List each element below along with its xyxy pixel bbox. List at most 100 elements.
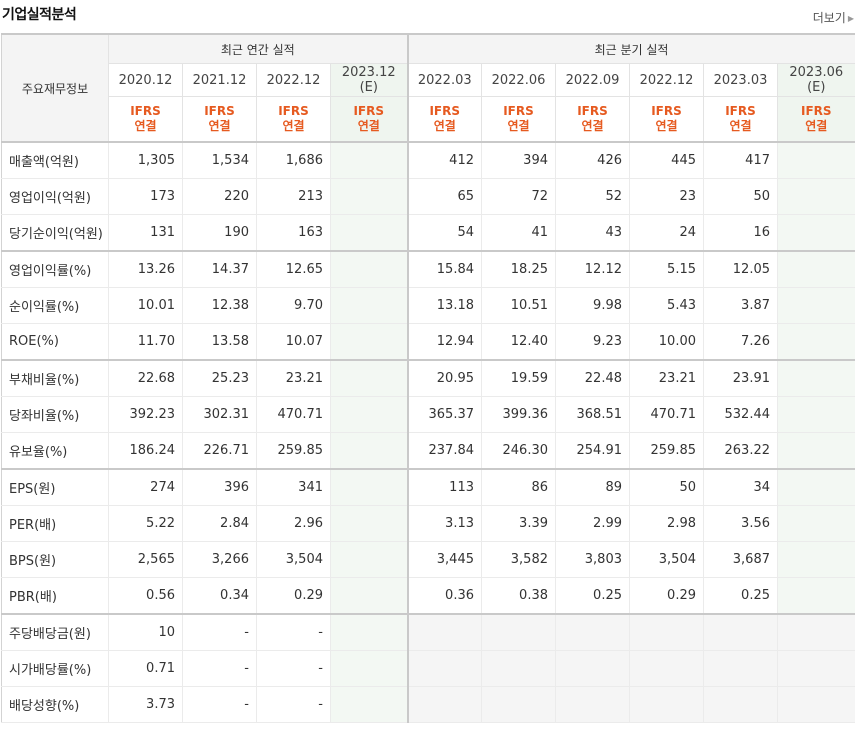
accounting-standard-header: IFRS 연결: [182, 96, 257, 143]
table-cell: 23.21: [629, 359, 704, 397]
table-cell: [776, 396, 855, 433]
table-cell: 5.22: [108, 505, 183, 542]
table-cell: 19.59: [481, 359, 556, 397]
table-cell: 0.29: [629, 577, 704, 615]
table-cell: [330, 505, 408, 542]
table-cell: 190: [182, 214, 257, 252]
table-cell: -: [256, 650, 331, 687]
table-cell: 10.51: [481, 287, 556, 324]
period-header: 2023.12 (E): [330, 63, 408, 97]
table-cell: [555, 686, 630, 723]
standard-label: IFRS: [801, 104, 832, 118]
table-cell: [776, 686, 855, 723]
period-header: 2023.06 (E): [776, 63, 855, 97]
table-cell: [703, 650, 778, 687]
table-cell: 426: [555, 141, 630, 179]
table-row: 배당성향(%) 3.73- -: [1, 686, 855, 723]
basis-label: 연결: [805, 119, 828, 133]
row-label: EPS(원): [1, 468, 109, 506]
table-cell: 0.25: [703, 577, 778, 615]
accounting-standard-header: IFRS 연결: [703, 96, 778, 143]
table-cell: 65: [406, 178, 482, 215]
table-cell: 1,305: [108, 141, 183, 179]
table-cell: 3,582: [481, 541, 556, 578]
row-label: PER(배): [1, 505, 109, 542]
table-cell: [776, 178, 855, 215]
table-cell: 25.23: [182, 359, 257, 397]
table-cell: 5.15: [629, 250, 704, 288]
table-cell: [776, 250, 855, 288]
table-cell: 3.56: [703, 505, 778, 542]
table-cell: 302.31: [182, 396, 257, 433]
period-header-row: 2020.12 2021.12 2022.12 2023.12 (E) 2022.03 20…: [2, 63, 855, 97]
table-cell: [776, 650, 855, 687]
table-cell: 3.73: [108, 686, 183, 723]
table-cell: [481, 650, 556, 687]
table-cell: [481, 686, 556, 723]
table-cell: 34: [703, 468, 778, 506]
table-cell: 15.84: [406, 250, 482, 288]
basis-label: 연결: [729, 119, 752, 133]
table-cell: [776, 214, 855, 252]
row-label: 유보율(%): [1, 432, 109, 470]
row-label: 주당배당금(원): [1, 613, 109, 651]
table-cell: 173: [108, 178, 183, 215]
financial-table: 주요재무정보 최근 연간 실적 최근 분기 실적 2020.12 2021.12 2022…: [1, 33, 855, 723]
accounting-standard-header: IFRS 연결: [256, 96, 331, 143]
standard-label: IFRS: [429, 104, 461, 118]
more-link[interactable]: 더보기 ▶: [813, 9, 854, 26]
row-label: 영업이익(억원): [1, 178, 109, 215]
table-cell: 12.05: [703, 250, 778, 288]
table-cell: 5.43: [629, 287, 704, 324]
standard-label: IFRS: [130, 104, 161, 118]
accounting-standard-header: IFRS 연결: [406, 96, 482, 143]
table-cell: 20.95: [406, 359, 482, 397]
table-cell: [776, 577, 855, 615]
period-label: 2022.12: [266, 72, 321, 88]
table-cell: 0.36: [406, 577, 482, 615]
table-row: 당좌비율(%) 392.23 302.31 470.71 365.37 399.36 368…: [1, 396, 855, 433]
standard-header-row: IFRS 연결 IFRS 연결 IFRS 연결 IFRS 연결 IFRS 연결 IFRS 연결 IFRS…: [2, 96, 855, 143]
table-cell: 213: [256, 178, 331, 215]
table-cell: 3,687: [703, 541, 778, 578]
period-label: 2023.12: [341, 65, 396, 80]
basis-label: 연결: [433, 119, 456, 133]
row-label: 영업이익률(%): [1, 250, 109, 288]
basis-label: 연결: [208, 119, 231, 133]
table-row: 시가배당률(%) 0.71- -: [1, 650, 855, 687]
period-label: 2022.12: [639, 72, 694, 88]
table-cell: 396: [182, 468, 257, 506]
table-cell: [776, 468, 855, 506]
table-cell: [629, 686, 704, 723]
table-cell: 72: [481, 178, 556, 215]
table-cell: 12.94: [406, 323, 482, 361]
table-cell: [555, 650, 630, 687]
table-cell: [330, 214, 408, 252]
accounting-standard-header: IFRS 연결: [481, 96, 556, 143]
table-cell: [776, 323, 855, 361]
table-cell: 2.98: [629, 505, 704, 542]
table-cell: 1,686: [256, 141, 331, 179]
table-cell: 1,534: [182, 141, 257, 179]
table-row: 영업이익(억원) 173 220 213 65 72 52 23 50: [1, 178, 855, 215]
period-label: 2023.03: [713, 72, 768, 88]
table-cell: [406, 613, 482, 651]
table-cell: 412: [406, 141, 482, 179]
table-cell: 394: [481, 141, 556, 179]
table-cell: 392.23: [108, 396, 183, 433]
row-label: 순이익률(%): [1, 287, 109, 324]
table-cell: 341: [256, 468, 331, 506]
row-label: 당기순이익(억원): [1, 214, 109, 252]
table-cell: [330, 250, 408, 288]
table-cell: [776, 505, 855, 542]
period-header: 2020.12: [108, 63, 183, 97]
table-cell: 10.07: [256, 323, 331, 361]
estimate-marker: (E): [807, 80, 826, 95]
accounting-standard-header: IFRS 연결: [555, 96, 630, 143]
table-cell: 417: [703, 141, 778, 179]
table-cell: [406, 686, 482, 723]
table-cell: 10.01: [108, 287, 183, 324]
table-cell: 0.34: [182, 577, 257, 615]
first-column-header: 주요재무정보: [1, 33, 109, 143]
table-cell: [776, 141, 855, 179]
